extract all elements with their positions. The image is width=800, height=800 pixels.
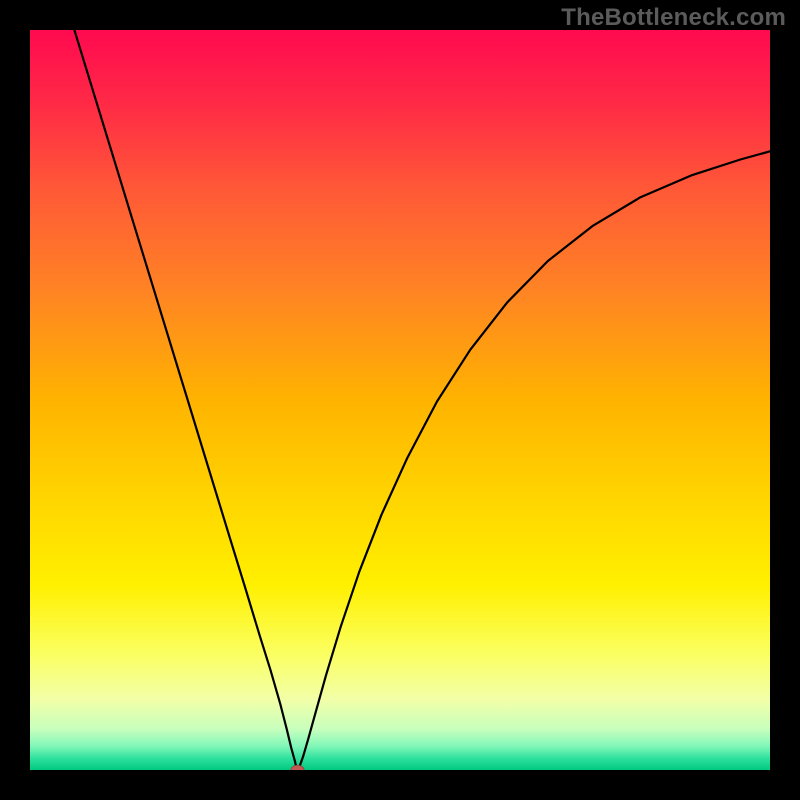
plot-background-gradient	[30, 30, 770, 770]
bottleneck-chart	[0, 0, 800, 800]
chart-root: { "meta": { "source_watermark": "TheBott…	[0, 0, 800, 800]
watermark-label: TheBottleneck.com	[561, 4, 786, 32]
